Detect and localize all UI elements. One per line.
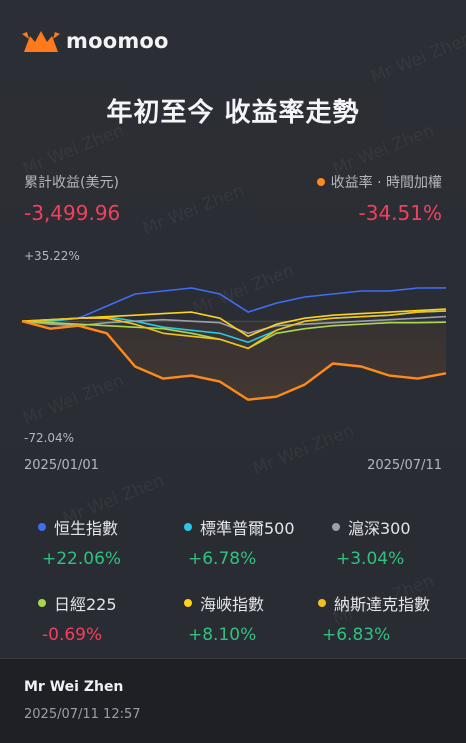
legend-value: +3.04% bbox=[336, 549, 405, 569]
legend-item: 日經225 -0.69% bbox=[38, 591, 188, 645]
moomoo-logo: moomoo bbox=[22, 26, 169, 56]
y-max-label: +35.22% bbox=[24, 249, 80, 263]
return-area bbox=[22, 321, 446, 400]
watermark: Mr Wei Zhen bbox=[368, 28, 466, 88]
bull-logo-icon bbox=[22, 31, 60, 52]
series-line bbox=[22, 287, 447, 322]
x-start-label: 2025/01/01 bbox=[24, 458, 99, 473]
series-line bbox=[21, 310, 447, 350]
share-card: Mr Wei Zhen Mr Wei Zhen Mr Wei Zhen Mr W… bbox=[0, 0, 466, 658]
legend-dot-icon bbox=[184, 523, 192, 531]
series-line bbox=[21, 320, 447, 401]
legend-value: +8.10% bbox=[188, 625, 257, 645]
page-title: 年初至今 收益率走勢 bbox=[106, 98, 360, 128]
author-name: Mr Wei Zhen bbox=[24, 679, 124, 695]
legend-dot-icon bbox=[184, 599, 192, 607]
legend-item: 海峽指數 +8.10% bbox=[184, 591, 334, 645]
legend-name: 恒生指數 bbox=[54, 519, 119, 538]
legend-name: 日經225 bbox=[54, 595, 117, 614]
legend-item: 滬深300 +3.04% bbox=[332, 515, 466, 569]
logo-text: moomoo bbox=[66, 29, 169, 53]
legend-name: 標準普爾500 bbox=[200, 519, 295, 538]
return-chart: +35.22% -72.04% bbox=[21, 249, 447, 445]
return-value: -34.51% bbox=[358, 201, 442, 225]
legend-value: +22.06% bbox=[42, 549, 122, 569]
legend-item: 恒生指數 +22.06% bbox=[38, 515, 188, 569]
legend-value: +6.78% bbox=[188, 549, 257, 569]
watermark: Mr Wei Zhen bbox=[330, 120, 437, 180]
legend-name: 納斯達克指數 bbox=[334, 595, 431, 614]
watermark: Mr Wei Zhen bbox=[20, 120, 127, 180]
legend-name: 海峽指數 bbox=[200, 595, 265, 614]
pnl-label: 累計收益(美元) bbox=[24, 175, 119, 191]
plot-area bbox=[21, 287, 447, 401]
return-label-text: 收益率 · 時間加權 bbox=[330, 175, 442, 191]
pnl-value: -3,499.96 bbox=[24, 201, 121, 225]
return-label: 收益率 · 時間加權 bbox=[316, 172, 442, 192]
footer bbox=[0, 658, 466, 743]
legend-item: 標準普爾500 +6.78% bbox=[184, 515, 334, 569]
return-dot-icon bbox=[316, 178, 325, 186]
watermark: Mr Wei Zhen bbox=[140, 180, 247, 240]
legend-dot-icon bbox=[38, 599, 46, 607]
legend-dot-icon bbox=[318, 599, 326, 607]
y-min-label: -72.04% bbox=[24, 431, 74, 445]
legend-item: 納斯達克指數 +6.83% bbox=[318, 591, 466, 645]
legend-value: +6.83% bbox=[322, 625, 391, 645]
legend-dot-icon bbox=[332, 523, 340, 531]
legend-value: -0.69% bbox=[42, 625, 103, 645]
legend-name: 滬深300 bbox=[348, 519, 411, 538]
legend-dot-icon bbox=[38, 523, 46, 531]
timestamp: 2025/07/11 12:57 bbox=[24, 707, 141, 722]
x-end-label: 2025/07/11 bbox=[367, 458, 442, 473]
